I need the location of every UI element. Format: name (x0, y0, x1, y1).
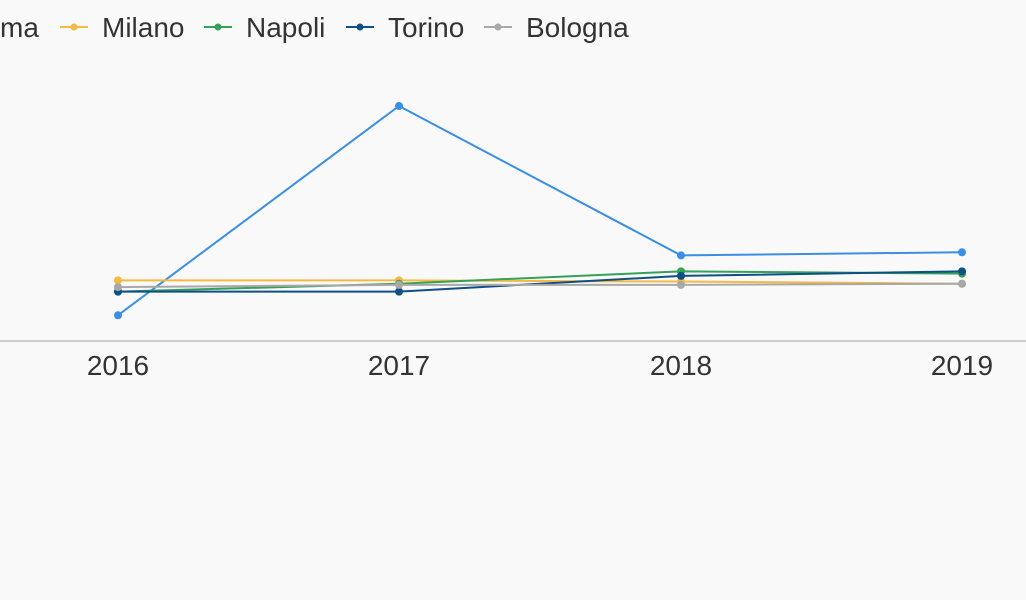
legend-item-bologna[interactable]: Bologna (484, 12, 629, 43)
x-axis-ticks: 2016 2017 2018 2019 (87, 350, 993, 381)
legend-label-milano: Milano (102, 12, 184, 43)
data-point-torino-2018[interactable] (677, 271, 685, 280)
x-tick-label-2018: 2018 (650, 350, 712, 381)
series-line-bologna (117, 282, 963, 289)
series-line-torino (117, 270, 963, 293)
series-roma (114, 102, 966, 320)
legend-label-torino: Torino (388, 12, 464, 43)
legend-label-bologna: Bologna (526, 12, 629, 43)
data-point-roma-2019[interactable] (958, 248, 966, 257)
data-point-milano-2016[interactable] (114, 276, 122, 285)
data-point-bologna-2017[interactable] (395, 280, 403, 289)
data-point-bologna-2016[interactable] (114, 283, 122, 292)
data-point-torino-2017[interactable] (395, 287, 403, 296)
legend-item-napoli[interactable]: Napoli (204, 12, 325, 43)
data-point-roma-2018[interactable] (677, 251, 685, 260)
data-point-bologna-2019[interactable] (958, 279, 966, 288)
legend-swatch-dot-torino (356, 23, 364, 31)
series-line-napoli (117, 270, 963, 293)
legend: ma Milano Napoli Torino Bologna (0, 12, 629, 43)
data-point-bologna-2018[interactable] (677, 280, 685, 289)
series-layer (114, 102, 966, 320)
legend-swatch-dot-bologna (494, 23, 502, 31)
legend-item-torino[interactable]: Torino (346, 12, 464, 43)
x-tick-label-2019: 2019 (931, 350, 993, 381)
data-point-roma-2017[interactable] (395, 102, 403, 110)
legend-label-roma: ma (0, 12, 39, 43)
legend-item-milano[interactable]: Milano (60, 12, 184, 43)
legend-label-napoli: Napoli (246, 12, 325, 43)
legend-item-roma[interactable]: ma (0, 12, 39, 43)
x-tick-label-2017: 2017 (368, 350, 430, 381)
series-bologna (114, 279, 966, 292)
series-line-milano (117, 279, 963, 285)
legend-swatch-dot-milano (70, 23, 78, 31)
data-point-torino-2019[interactable] (958, 267, 966, 276)
series-line-roma (117, 105, 963, 317)
legend-swatch-dot-napoli (214, 23, 222, 31)
data-point-roma-2016[interactable] (114, 311, 122, 320)
x-tick-label-2016: 2016 (87, 350, 149, 381)
